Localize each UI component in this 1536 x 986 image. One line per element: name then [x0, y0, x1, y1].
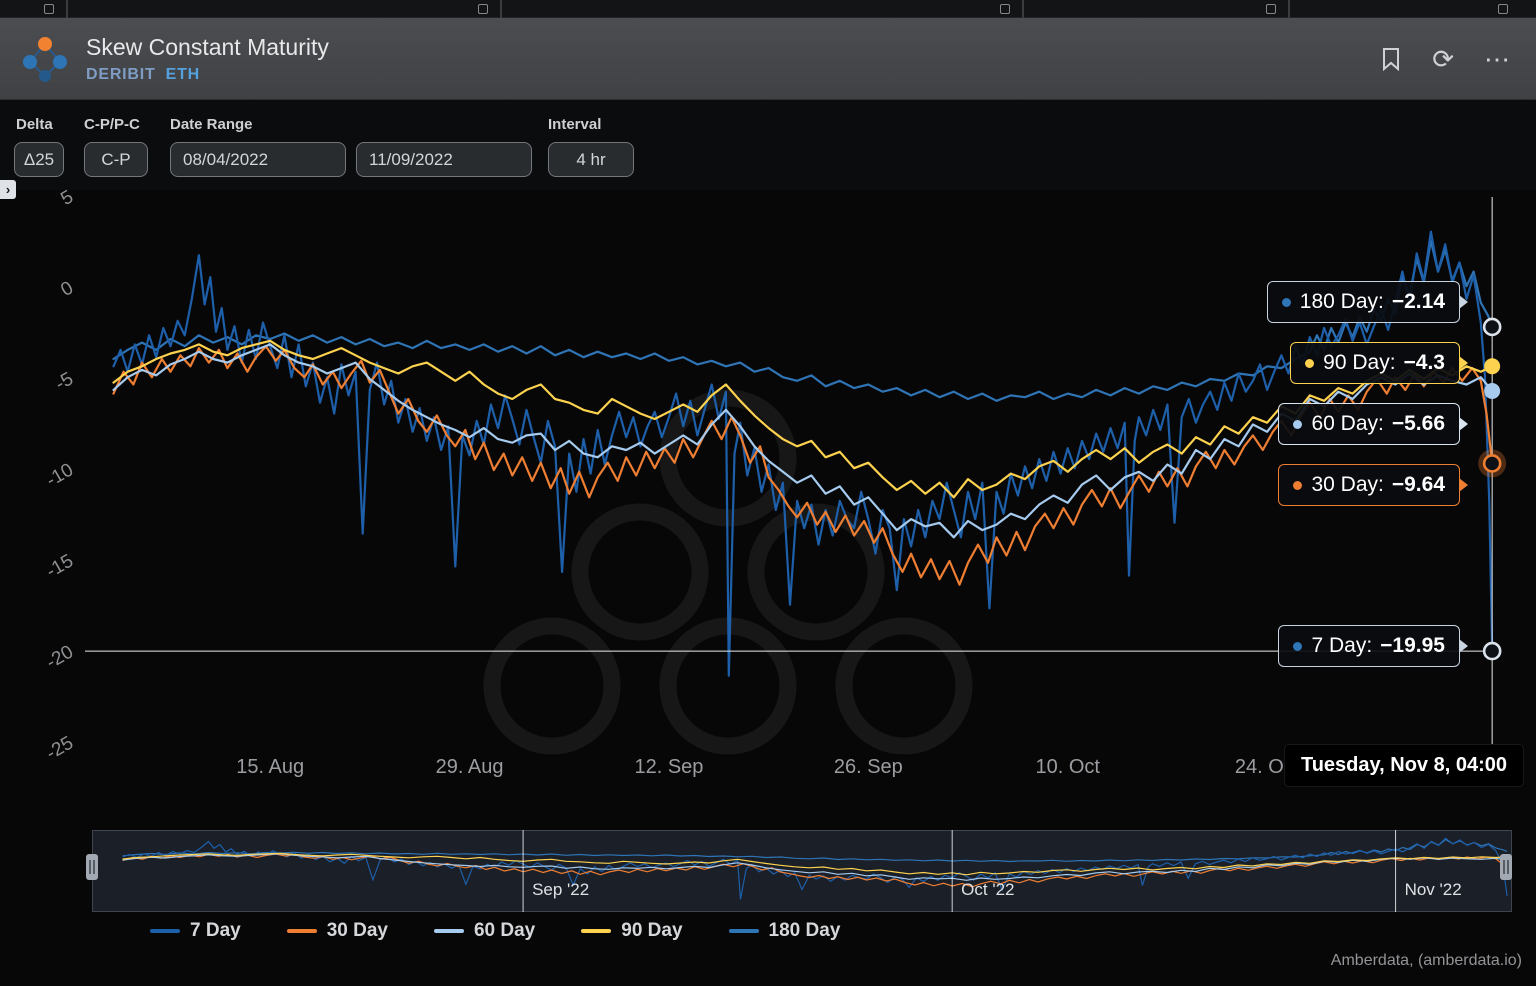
legend-item-180-day[interactable]: 180 Day — [728, 920, 841, 942]
crosshair-date-tooltip: Tuesday, Nov 8, 04:00 — [1283, 744, 1524, 787]
top-panels-strip — [0, 0, 1536, 18]
tooltip-series-label: 60 Day: — [1311, 412, 1384, 435]
asset-label: ETH — [165, 65, 201, 83]
y-axis-tick: -20 — [42, 641, 77, 674]
page-subtitle: DERIBIT ETH — [86, 66, 329, 84]
tooltip-series-label: 30 Day: — [1311, 473, 1384, 496]
panel-popout-icon[interactable] — [478, 4, 488, 14]
exchange-label: DERIBIT — [86, 65, 156, 83]
series-tooltip-60day: 60 Day: −5.66 — [1278, 403, 1468, 445]
tooltip-arrow — [1459, 478, 1468, 492]
header-actions: ⟳ ⋯ — [1380, 43, 1510, 74]
tooltip-series-label: 180 Day: — [1299, 290, 1384, 313]
tooltip-series-label: 7 Day: — [1311, 634, 1373, 657]
widget-header: Skew Constant Maturity DERIBIT ETH ⟳ ⋯ — [0, 18, 1536, 100]
legend-label: 180 Day — [768, 920, 841, 941]
bookmark-icon[interactable] — [1380, 47, 1402, 71]
x-axis-tick: 10. Oct — [1035, 756, 1100, 778]
legend-swatch — [581, 929, 612, 933]
attribution-text: Amberdata, (amberdata.io) — [1330, 952, 1522, 969]
tooltip-series-value: −5.66 — [1391, 412, 1445, 435]
tooltip-arrow — [1459, 356, 1468, 370]
x-axis-tick: 24. Oct — [1234, 756, 1300, 778]
x-axis-tick: 12. Sep — [634, 756, 704, 778]
tooltip-series-label: 90 Day: — [1323, 351, 1396, 374]
tooltip-arrow — [1459, 639, 1468, 653]
x-axis-tick: 26. Sep — [833, 756, 903, 778]
cp-pc-value-button[interactable]: C-P — [84, 142, 148, 177]
tooltip-series-value: −19.95 — [1380, 634, 1445, 657]
tooltip-series-value: −4.3 — [1403, 351, 1445, 374]
controls-bar: Delta Δ25 C-P/P-C C-P Date Range 08/04/2… — [0, 100, 1536, 190]
series-bullet — [1293, 419, 1303, 429]
legend-item-90-day[interactable]: 90 Day — [581, 920, 683, 942]
legend-item-30-day[interactable]: 30 Day — [286, 920, 388, 942]
legend-swatch — [150, 929, 180, 933]
interval-label: Interval — [548, 116, 602, 133]
panel-popout-icon[interactable] — [44, 4, 54, 14]
nav-month-label: Oct '22 — [961, 880, 1015, 899]
panel-popout-icon[interactable] — [1000, 4, 1010, 14]
series-bullet — [1305, 358, 1315, 368]
nav-month-label: Nov '22 — [1404, 880, 1462, 899]
series-bullet — [1293, 641, 1303, 651]
tooltip-arrow — [1459, 417, 1468, 431]
date-range-end-input[interactable]: 11/09/2022 — [356, 142, 532, 177]
legend-label: 30 Day — [326, 920, 388, 941]
tooltip-arrow — [1459, 295, 1468, 309]
y-axis-tick: -5 — [51, 368, 77, 396]
x-axis-tick: 15. Aug — [236, 756, 305, 778]
x-axis-tick: 29. Aug — [435, 756, 504, 778]
y-axis-tick: 0 — [57, 277, 77, 301]
nav-month-label: Sep '22 — [532, 880, 590, 899]
y-axis-tick: -15 — [42, 550, 77, 583]
more-options-icon[interactable]: ⋯ — [1484, 43, 1510, 74]
amberdata-logo-icon — [23, 36, 67, 82]
y-axis-tick: 5 — [57, 186, 77, 210]
date-range-label: Date Range — [170, 116, 253, 133]
tooltip-series-value: −9.64 — [1391, 473, 1445, 496]
series-tooltip-7day: 7 Day: −19.95 — [1278, 625, 1468, 667]
panel-divider — [500, 0, 502, 18]
series-bullet — [1281, 297, 1291, 307]
panel-divider — [66, 0, 68, 18]
navigator-left-handle[interactable] — [86, 854, 98, 880]
legend-item-60-day[interactable]: 60 Day — [433, 920, 536, 942]
legend-label: 90 Day — [621, 920, 683, 941]
legend-swatch — [286, 929, 317, 933]
series-tooltip-180day: 180 Day: −2.14 — [1266, 281, 1468, 323]
tooltip-series-value: −2.14 — [1391, 290, 1445, 313]
legend-swatch — [728, 929, 759, 933]
series-tooltip-30day: 30 Day: −9.64 — [1278, 464, 1468, 506]
y-axis-tick: -25 — [42, 732, 77, 765]
chart-legend: 7 Day 30 Day 60 Day 90 Day 180 Day — [150, 920, 840, 942]
series-tooltip-90day: 90 Day: −4.3 — [1290, 342, 1468, 384]
navigator-right-handle[interactable] — [1500, 854, 1512, 880]
delta-label: Delta — [16, 116, 53, 133]
delta-value-button[interactable]: Δ25 — [14, 142, 64, 177]
date-range-start-input[interactable]: 08/04/2022 — [170, 142, 346, 177]
panel-popout-icon[interactable] — [1498, 4, 1508, 14]
legend-swatch — [433, 929, 464, 933]
cp-pc-label: C-P/P-C — [84, 116, 140, 133]
expand-panel-handle[interactable]: › — [0, 180, 16, 199]
interval-value-button[interactable]: 4 hr — [548, 142, 634, 177]
legend-label: 60 Day — [473, 920, 536, 941]
legend-item-7-day[interactable]: 7 Day — [150, 920, 241, 942]
legend-label: 7 Day — [190, 920, 241, 941]
panel-divider — [1022, 0, 1024, 18]
series-bullet — [1293, 480, 1303, 490]
page-title: Skew Constant Maturity — [86, 33, 329, 60]
y-axis-tick: -10 — [42, 459, 77, 492]
panel-popout-icon[interactable] — [1266, 4, 1276, 14]
refresh-icon[interactable]: ⟳ — [1432, 43, 1454, 74]
panel-divider — [1288, 0, 1290, 18]
navigator-selected-range[interactable] — [92, 830, 1512, 912]
